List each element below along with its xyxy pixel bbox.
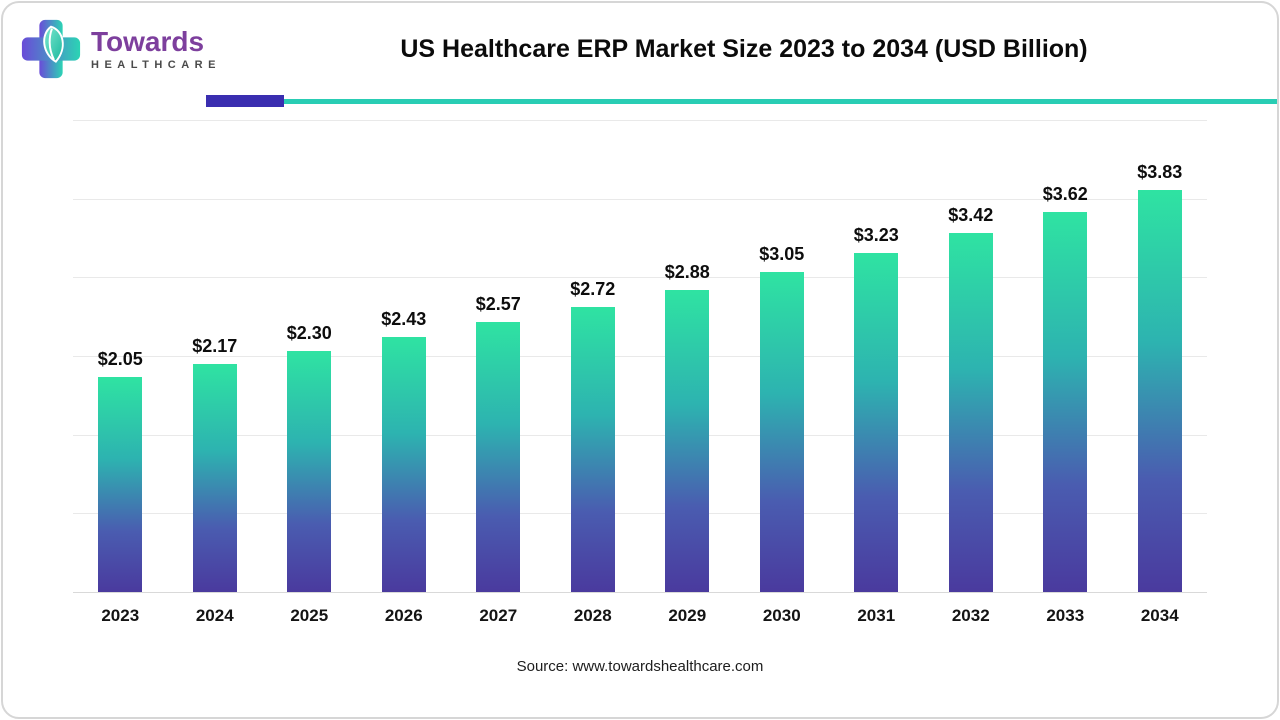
bar — [570, 306, 615, 592]
bar — [759, 272, 804, 592]
bar-group: $2.43 — [357, 120, 452, 592]
gridline — [73, 513, 1207, 515]
gridline — [73, 434, 1207, 436]
bar-group: $2.57 — [451, 120, 546, 592]
bar — [665, 289, 710, 592]
bar-group: $2.30 — [262, 120, 357, 592]
gridline — [73, 277, 1207, 279]
bar-value-label: $3.05 — [759, 244, 805, 265]
x-axis-label: 2028 — [573, 606, 612, 625]
x-axis: 2023 2024 2025 2026 2027 2028 2029 2030 2031 2032… — [73, 592, 1207, 626]
x-axis-label: 2027 — [479, 606, 518, 625]
bar-value-label: $3.23 — [853, 225, 899, 246]
bars: $2.05 $2.17 $2.30 $2.43 $2.57 $2.72 $2.88 $3.05… — [73, 120, 1207, 592]
source-text: Source: www.towardshealthcare.com — [516, 658, 764, 675]
bar — [381, 337, 426, 592]
cross-leaf-icon — [21, 19, 81, 79]
bar — [854, 253, 899, 592]
divider-accent-block — [206, 95, 284, 107]
bar-group: $3.05 — [735, 120, 830, 592]
gridline — [73, 356, 1207, 357]
bar-value-label: $2.72 — [570, 278, 616, 299]
x-axis-label: 2032 — [951, 606, 990, 625]
chart-title: US Healthcare ERP Market Size 2023 to 20… — [400, 34, 1088, 63]
x-axis-label: 2026 — [384, 606, 423, 625]
bar — [948, 233, 993, 592]
bar-value-label: $2.17 — [192, 336, 238, 357]
bar — [287, 350, 332, 592]
x-axis-label: 2023 — [101, 606, 140, 625]
bar — [192, 364, 237, 592]
brand-subname: HEALTHCARE — [91, 58, 221, 71]
x-axis-label: 2025 — [290, 606, 329, 625]
bar-chart: $2.05 $2.17 $2.30 $2.43 $2.57 $2.72 $2.88 $3.05… — [73, 120, 1207, 593]
bar — [98, 376, 143, 592]
x-axis-label: 2031 — [857, 606, 896, 625]
x-axis-label: 2024 — [195, 606, 234, 625]
bar — [1137, 190, 1182, 592]
bar-value-label: $2.30 — [286, 322, 332, 343]
gridline — [73, 198, 1207, 200]
footer: Source: www.towardshealthcare.com — [3, 658, 1277, 675]
header: Towards HEALTHCARE US Healthcare ERP Mar… — [3, 3, 1277, 95]
gridline — [73, 120, 1207, 121]
bar-group: $3.42 — [924, 120, 1019, 592]
bar-group: $2.17 — [168, 120, 263, 592]
brand-logo: Towards HEALTHCARE — [19, 17, 237, 81]
bar — [476, 322, 521, 592]
x-axis-label: 2030 — [762, 606, 801, 625]
bar-group: $2.88 — [640, 120, 735, 592]
bar-value-label: $3.83 — [1137, 162, 1183, 183]
brand-logo-text: Towards HEALTHCARE — [91, 26, 221, 71]
x-axis-label: 2034 — [1140, 606, 1179, 625]
bar-group: $3.83 — [1113, 120, 1208, 592]
divider-line — [284, 98, 1277, 104]
bar-value-label: $2.88 — [664, 261, 710, 282]
bar-group: $2.72 — [546, 120, 641, 592]
bar-group: $2.05 — [73, 120, 168, 592]
brand-name: Towards — [91, 26, 205, 58]
bar-value-label: $2.57 — [475, 294, 521, 315]
bar-value-label: $3.42 — [948, 205, 994, 226]
bar-value-label: $2.05 — [97, 348, 143, 369]
bar-value-label: $3.62 — [1042, 184, 1088, 205]
bar-group: $3.62 — [1018, 120, 1113, 592]
bar-group: $3.23 — [829, 120, 924, 592]
x-axis-label: 2033 — [1046, 606, 1085, 625]
bar — [1043, 212, 1088, 592]
gridlines — [73, 120, 1207, 593]
divider — [3, 95, 1277, 107]
x-axis-label: 2029 — [668, 606, 707, 625]
bar-value-label: $2.43 — [381, 309, 427, 330]
gridline — [73, 592, 1207, 593]
